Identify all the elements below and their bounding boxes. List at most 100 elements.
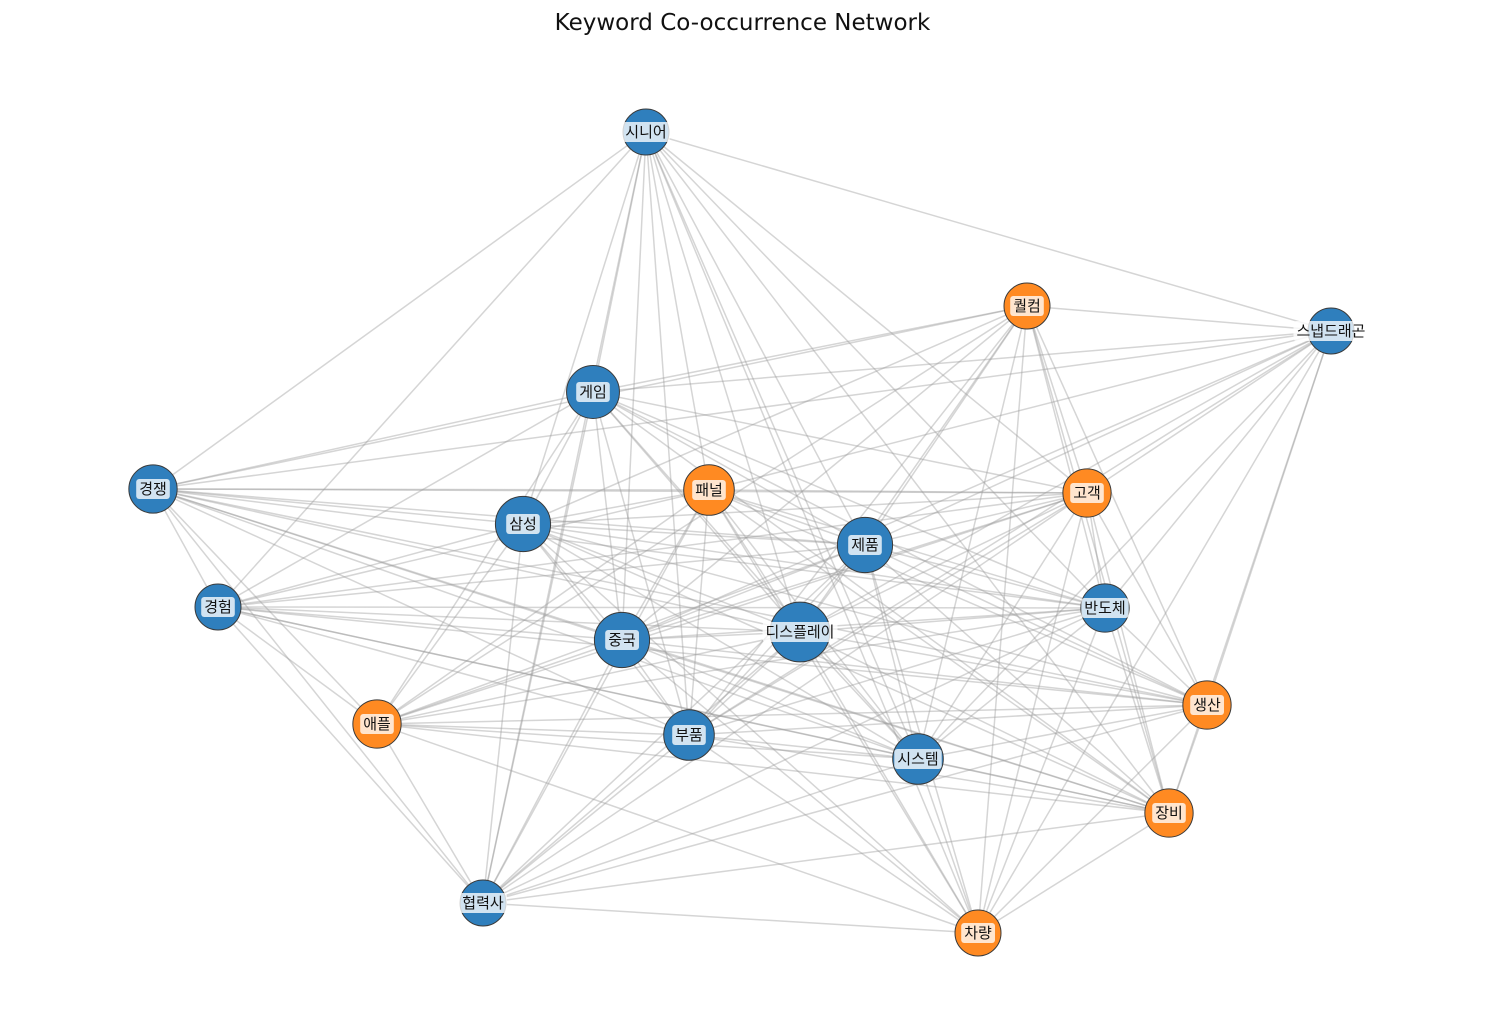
edge bbox=[917, 607, 1106, 760]
edge bbox=[799, 631, 1170, 814]
node[interactable]: 차량 bbox=[954, 909, 1002, 957]
edge bbox=[977, 607, 1106, 934]
edge bbox=[1086, 330, 1332, 494]
node-label: 중국 bbox=[608, 631, 636, 649]
node[interactable]: 스냅드래곤 bbox=[1293, 307, 1369, 355]
edge bbox=[708, 489, 1088, 494]
edge bbox=[376, 523, 524, 725]
diagram-title: Keyword Co-occurrence Network bbox=[554, 10, 931, 36]
edge bbox=[688, 607, 1106, 736]
node[interactable]: 시스템 bbox=[892, 733, 944, 785]
node-label-background bbox=[576, 382, 610, 402]
node[interactable]: 경험 bbox=[194, 583, 242, 631]
edge bbox=[645, 131, 1332, 332]
edge bbox=[217, 606, 801, 633]
edge bbox=[482, 131, 647, 904]
edge bbox=[621, 639, 919, 760]
node[interactable]: 협력사 bbox=[459, 879, 507, 927]
node-label-background bbox=[605, 630, 639, 650]
edge bbox=[482, 607, 1106, 904]
edge bbox=[217, 606, 623, 641]
edge bbox=[522, 489, 710, 525]
node-label: 애플 bbox=[363, 715, 391, 733]
node-label: 시니어 bbox=[625, 123, 666, 141]
edge bbox=[645, 131, 1170, 814]
edge bbox=[217, 606, 484, 904]
node[interactable]: 삼성 bbox=[494, 495, 552, 553]
edge bbox=[152, 488, 524, 525]
edge bbox=[522, 523, 979, 934]
edge bbox=[376, 723, 919, 760]
edge bbox=[217, 606, 690, 736]
edge bbox=[799, 631, 979, 934]
edge bbox=[799, 631, 1208, 706]
edge bbox=[799, 607, 1106, 633]
edge bbox=[708, 489, 979, 934]
node[interactable]: 게임 bbox=[566, 365, 620, 419]
node[interactable]: 경쟁 bbox=[128, 464, 178, 514]
edge bbox=[917, 492, 1088, 760]
edge bbox=[688, 330, 1332, 736]
edge bbox=[708, 330, 1332, 491]
edge bbox=[645, 131, 710, 491]
node[interactable]: 시니어 bbox=[622, 108, 670, 156]
edge bbox=[482, 391, 594, 904]
edge bbox=[977, 305, 1028, 934]
edge bbox=[152, 488, 1088, 494]
edge bbox=[645, 131, 919, 760]
edge bbox=[688, 489, 710, 736]
edge bbox=[522, 492, 1088, 525]
node-label: 경쟁 bbox=[139, 480, 167, 498]
edge bbox=[592, 391, 690, 736]
edge bbox=[217, 523, 524, 608]
edge bbox=[621, 489, 710, 641]
node[interactable]: 생산 bbox=[1182, 680, 1232, 730]
node[interactable]: 패널 bbox=[683, 464, 735, 516]
node[interactable]: 부품 bbox=[663, 709, 715, 761]
node-label: 게임 bbox=[579, 383, 607, 401]
edge bbox=[592, 305, 1028, 393]
node-label-background bbox=[1081, 598, 1129, 618]
edge bbox=[621, 330, 1332, 641]
edge bbox=[376, 723, 979, 934]
edge bbox=[864, 305, 1028, 546]
node-label: 고객 bbox=[1073, 484, 1101, 502]
edge bbox=[522, 523, 866, 546]
node-label: 생산 bbox=[1193, 696, 1221, 714]
edge bbox=[1104, 607, 1170, 814]
edge bbox=[482, 631, 801, 904]
edge bbox=[799, 305, 1028, 633]
edge bbox=[708, 489, 1106, 609]
node-label-background bbox=[961, 923, 995, 943]
node-label-background bbox=[506, 514, 540, 534]
node[interactable]: 장비 bbox=[1144, 788, 1194, 838]
node-label: 협력사 bbox=[462, 894, 504, 912]
node[interactable]: 퀄컴 bbox=[1003, 282, 1051, 330]
edge bbox=[482, 758, 919, 904]
node-label: 장비 bbox=[1155, 804, 1183, 822]
edge bbox=[688, 734, 919, 760]
node-label-background bbox=[622, 122, 670, 142]
node-label-background bbox=[136, 479, 170, 499]
node[interactable]: 고객 bbox=[1062, 468, 1112, 518]
edge bbox=[376, 305, 1028, 725]
node[interactable]: 디스플레이 bbox=[762, 601, 838, 663]
edge bbox=[621, 607, 1106, 641]
node-label-background bbox=[692, 480, 726, 500]
edge bbox=[708, 489, 1170, 814]
edge bbox=[645, 131, 1088, 494]
edge bbox=[592, 391, 1170, 814]
edge bbox=[522, 523, 1170, 814]
node-label: 디스플레이 bbox=[765, 623, 834, 641]
node[interactable]: 애플 bbox=[352, 699, 402, 749]
edge bbox=[1086, 492, 1208, 706]
edge bbox=[152, 488, 690, 736]
edge bbox=[152, 330, 1332, 490]
node[interactable]: 반도체 bbox=[1080, 583, 1130, 633]
edge bbox=[217, 544, 866, 608]
node[interactable]: 제품 bbox=[836, 516, 894, 574]
edge bbox=[688, 734, 979, 934]
edge bbox=[592, 330, 1332, 393]
node[interactable]: 중국 bbox=[593, 611, 651, 669]
